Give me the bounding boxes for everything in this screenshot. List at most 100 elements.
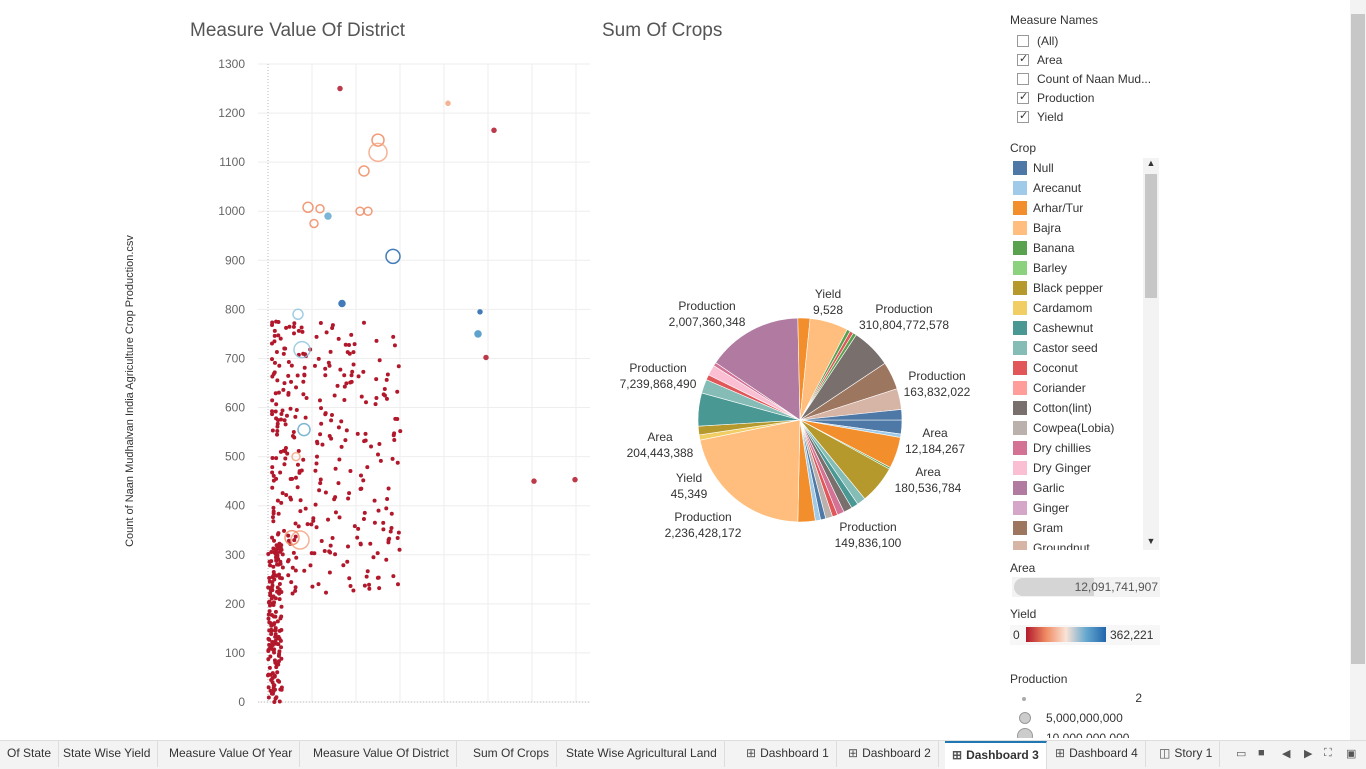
checkbox[interactable] — [1017, 72, 1029, 85]
crop-legend-item[interactable]: Arhar/Tur — [1010, 198, 1160, 218]
crop-legend-item[interactable]: Bajra — [1010, 218, 1160, 238]
scatter-point — [299, 468, 304, 473]
scatter-point — [272, 333, 277, 338]
page-scrollbar[interactable] — [1350, 0, 1366, 740]
crop-legend-item[interactable]: Cotton(lint) — [1010, 398, 1160, 418]
color-swatch — [1013, 441, 1027, 455]
scatter-point — [282, 418, 287, 423]
checkbox[interactable] — [1017, 109, 1029, 123]
crop-label: Coconut — [1033, 361, 1078, 375]
measure-name-option[interactable]: Area — [1010, 50, 1160, 69]
scroll-up-icon[interactable]: ▲ — [1146, 158, 1156, 168]
pie-slice[interactable] — [799, 409, 903, 421]
crop-legend-item[interactable]: Cashewnut — [1010, 318, 1160, 338]
crop-legend-item[interactable]: Dry chillies — [1010, 438, 1160, 458]
present-icon[interactable]: ▣ — [1346, 748, 1357, 760]
scatter-point — [283, 346, 288, 351]
scatter-point — [385, 496, 390, 501]
crop-legend[interactable]: Null Arecanut Arhar/Tur Bajra Banana Barley Bl… — [1010, 158, 1160, 550]
measure-name-option[interactable]: Yield — [1010, 107, 1160, 126]
scatter-point — [348, 584, 353, 589]
sheet-tab[interactable]: State Wise Yield — [56, 741, 159, 767]
sheet-tab[interactable]: ⊞ Dashboard 2 — [841, 741, 939, 767]
sheet-tab[interactable]: State Wise Agricultural Land — [559, 741, 725, 767]
crop-legend-item[interactable]: Cowpea(Lobia) — [1010, 418, 1160, 438]
pie-label-value: 310,804,772,578 — [859, 318, 949, 332]
sheet-tab[interactable]: ⊞ Dashboard 4 — [1048, 741, 1146, 767]
scatter-point — [349, 373, 354, 378]
sheet-tab[interactable]: ⊞ Dashboard 1 — [739, 741, 837, 767]
scroll-down-icon[interactable]: ▼ — [1146, 536, 1156, 546]
scroll-thumb[interactable] — [1145, 174, 1157, 298]
scatter-point — [322, 549, 327, 554]
crop-legend-item[interactable]: Barley — [1010, 258, 1160, 278]
scatter-point — [339, 419, 344, 424]
checkbox[interactable] — [1017, 34, 1029, 47]
scatter-point — [343, 342, 348, 347]
pie-slice[interactable] — [715, 317, 801, 421]
scatter-point — [295, 373, 300, 378]
crop-legend-item[interactable]: Dry Ginger — [1010, 458, 1160, 478]
measure-name-label: Area — [1037, 52, 1063, 67]
page-scroll-thumb[interactable] — [1351, 14, 1365, 664]
first-sheet-icon[interactable]: ◀ — [1282, 748, 1291, 760]
measure-name-option[interactable]: (All) — [1010, 31, 1160, 50]
sheet-tab[interactable]: Measure Value Of Year — [162, 741, 301, 767]
measure-name-option[interactable]: Production — [1010, 88, 1160, 107]
pie-chart[interactable]: Production 2,007,360,348 Yield 9,528 Product… — [600, 270, 990, 560]
fit-screen-icon[interactable]: ⛶ — [1324, 747, 1332, 759]
scatter-point — [390, 456, 395, 461]
scatter-point — [295, 485, 300, 490]
scatter-point — [358, 541, 363, 546]
crop-legend-item[interactable]: Groundnut — [1010, 538, 1160, 550]
pie-slice[interactable] — [699, 419, 801, 523]
crop-legend-item[interactable]: Coriander — [1010, 378, 1160, 398]
scatter-point — [278, 561, 283, 566]
scatter-point — [345, 559, 350, 564]
scatter-point — [336, 336, 341, 341]
measure-name-label: Count of Naan Mud... — [1037, 71, 1152, 86]
checkbox[interactable] — [1017, 52, 1029, 66]
crop-legend-item[interactable]: Banana — [1010, 238, 1160, 258]
size-marker-medium — [1019, 712, 1031, 724]
scatter-point — [317, 398, 322, 403]
crop-legend-item[interactable]: Ginger — [1010, 498, 1160, 518]
scatter-point — [269, 613, 274, 618]
scatter-point — [344, 381, 349, 386]
scatter-point — [268, 603, 273, 608]
crop-legend-scrollbar[interactable]: ▲ ▼ — [1143, 158, 1159, 550]
scatter-title: Measure Value Of District — [190, 20, 406, 41]
sheet-tab[interactable]: ◫ Story 1 — [1152, 741, 1221, 767]
scatter-point — [272, 683, 277, 688]
crop-legend-item[interactable]: Gram — [1010, 518, 1160, 538]
color-swatch — [1013, 281, 1027, 295]
scatter-point — [362, 510, 367, 515]
scatter-chart[interactable]: 1300120011001000900800700600500400300200… — [190, 50, 595, 710]
scatter-point — [270, 676, 275, 681]
sheet-tab[interactable]: Sum Of Crops — [466, 741, 558, 767]
show-tabs-icon[interactable]: ■ — [1258, 747, 1265, 759]
tab-label: Dashboard 3 — [966, 748, 1039, 762]
sheet-tab[interactable]: ⊞ Dashboard 3 — [945, 741, 1047, 769]
crop-legend-item[interactable]: Coconut — [1010, 358, 1160, 378]
scatter-point — [273, 609, 278, 614]
tab-label: Story 1 — [1174, 746, 1213, 760]
scatter-point — [272, 658, 277, 663]
sheet-tab[interactable]: Measure Value Of District — [306, 741, 457, 767]
tab-label: Dashboard 2 — [862, 746, 931, 760]
scatter-point — [272, 328, 277, 333]
scatter-point — [300, 329, 305, 334]
scatter-point — [338, 367, 343, 372]
scatter-point — [266, 552, 271, 557]
crop-legend-item[interactable]: Castor seed — [1010, 338, 1160, 358]
crop-legend-item[interactable]: Garlic — [1010, 478, 1160, 498]
crop-legend-item[interactable]: Arecanut — [1010, 178, 1160, 198]
measure-name-option[interactable]: Count of Naan Mud... — [1010, 69, 1160, 88]
crop-legend-item[interactable]: Null — [1010, 158, 1160, 178]
checkbox[interactable] — [1017, 90, 1029, 104]
crop-legend-item[interactable]: Black pepper — [1010, 278, 1160, 298]
next-sheet-icon[interactable]: ▶ — [1304, 748, 1313, 760]
show-filmstrip-icon[interactable]: ▭ — [1236, 748, 1247, 760]
sheet-tab[interactable]: Of State — [0, 741, 60, 767]
crop-legend-item[interactable]: Cardamom — [1010, 298, 1160, 318]
